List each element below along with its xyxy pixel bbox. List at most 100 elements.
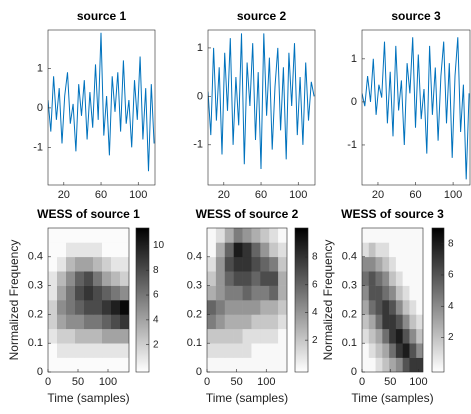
x-axis-label: Time (samples): [351, 391, 433, 405]
axes-box: [361, 227, 424, 373]
heatmap-cell: [416, 228, 423, 243]
heatmap-cell: [207, 300, 217, 315]
heatmap-cell: [102, 242, 112, 258]
heatmap-cell: [120, 314, 129, 330]
heatmap-cell: [251, 242, 261, 258]
heatmap-cell: [402, 242, 410, 258]
x-axis-label: Time (samples): [47, 391, 129, 405]
x-tick-label: 100: [129, 189, 147, 201]
x-tick-label: 100: [409, 376, 427, 388]
heatmap-cell: [48, 271, 58, 286]
heatmap-cell: [48, 300, 58, 315]
heatmap-cell: [375, 271, 383, 286]
heatmap-cell: [375, 242, 383, 258]
heatmap-cell: [251, 271, 261, 286]
heatmap-cell: [75, 314, 85, 330]
axes-box: [361, 29, 471, 186]
heatmap-cell: [375, 256, 383, 272]
y-tick-label: 0.3: [28, 280, 43, 292]
heatmap-cell: [409, 228, 417, 243]
heatmap-cell: [362, 357, 370, 372]
x-tick-label: 50: [72, 376, 84, 388]
heatmap-cell: [368, 343, 376, 358]
heatmap-cell: [269, 271, 279, 286]
heatmap-cell: [207, 242, 217, 258]
axes-box: [47, 29, 156, 186]
colorbar-tick-label: 4: [153, 315, 159, 326]
heatmap-cell: [395, 328, 403, 344]
heatmap-cell: [215, 328, 226, 344]
heatmap-cell: [233, 314, 243, 330]
heatmap-cell: [48, 256, 58, 272]
heatmap-cell: [395, 343, 403, 358]
heatmap-cells: [48, 228, 129, 372]
heatmap-cell: [224, 256, 234, 272]
heatmap-cell: [224, 271, 234, 286]
colorbar-tick-label: 4: [312, 307, 318, 318]
heatmap-cell: [111, 271, 121, 286]
heatmap-cell: [402, 328, 410, 344]
colorbar-tick-label: 2: [153, 339, 159, 350]
heatmap-cell: [66, 314, 76, 330]
x-tick-label: 60: [95, 189, 107, 201]
heatmap-cell: [278, 300, 287, 315]
heatmap-cell: [402, 271, 410, 286]
heatmap-cell: [416, 256, 423, 272]
heatmap-cell: [93, 300, 103, 315]
heatmap-cell: [362, 256, 370, 272]
y-tick-label: 0: [37, 102, 43, 114]
heatmap-cell: [269, 256, 279, 272]
heatmap-cell: [242, 314, 252, 330]
heatmap-cell: [269, 328, 279, 344]
heatmap-cell: [242, 343, 252, 358]
heatmap-cell: [260, 256, 270, 272]
heatmap-cell: [416, 343, 423, 358]
heatmap-cell: [242, 357, 252, 372]
colorbar-tick-label: 8: [448, 238, 454, 249]
heatmap-cell: [389, 256, 397, 272]
heatmap-cell: [102, 285, 112, 301]
heatmap-cell: [242, 228, 252, 243]
heatmap-cell: [368, 285, 376, 301]
colorbar-tick-label: 2: [312, 335, 318, 346]
y-tick-label: 0.2: [28, 308, 43, 320]
heatmap-cell: [409, 285, 417, 301]
y-tick-label: 0.4: [187, 251, 202, 263]
heatmap-cell: [75, 228, 85, 243]
heatmap-cell: [368, 228, 376, 243]
heatmap-cell: [362, 300, 370, 315]
heatmap-cell: [382, 228, 390, 243]
heatmap-cell: [251, 300, 261, 315]
heatmap-cell: [57, 314, 67, 330]
heatmap-cell: [389, 328, 397, 344]
y-tick-label: 0: [37, 366, 43, 378]
heatmap-cell: [93, 357, 103, 372]
heatmap-cell: [368, 300, 376, 315]
heatmap-cell: [120, 300, 129, 315]
signal-line: [48, 32, 155, 172]
heatmap-cell: [48, 242, 58, 258]
heatmap-cell: [416, 314, 423, 330]
heatmap-cell: [362, 343, 370, 358]
y-tick-label: 0: [196, 366, 202, 378]
heatmap-cell: [120, 357, 129, 372]
heatmap-cell: [260, 271, 270, 286]
axes-title: source 3: [391, 9, 441, 23]
heatmap-cell: [278, 314, 287, 330]
axes-title: WESS of source 3: [341, 207, 444, 221]
heatmap-cell: [207, 328, 217, 344]
y-tick-label: 0.3: [187, 280, 202, 292]
heatmap-cell: [75, 328, 85, 344]
y-axis-label: Normalized Frequency: [321, 240, 335, 361]
heatmap-cell: [102, 314, 112, 330]
heatmap-cell: [382, 285, 390, 301]
heatmap-cell: [84, 256, 94, 272]
x-tick-label: 60: [255, 189, 267, 201]
heatmap-cell: [102, 300, 112, 315]
heatmap-cell: [224, 357, 234, 372]
heatmap-cell: [111, 300, 121, 315]
x-axis-label: Time (samples): [206, 391, 288, 405]
heatmap-cell: [233, 242, 243, 258]
heatmap-cell: [278, 357, 287, 372]
